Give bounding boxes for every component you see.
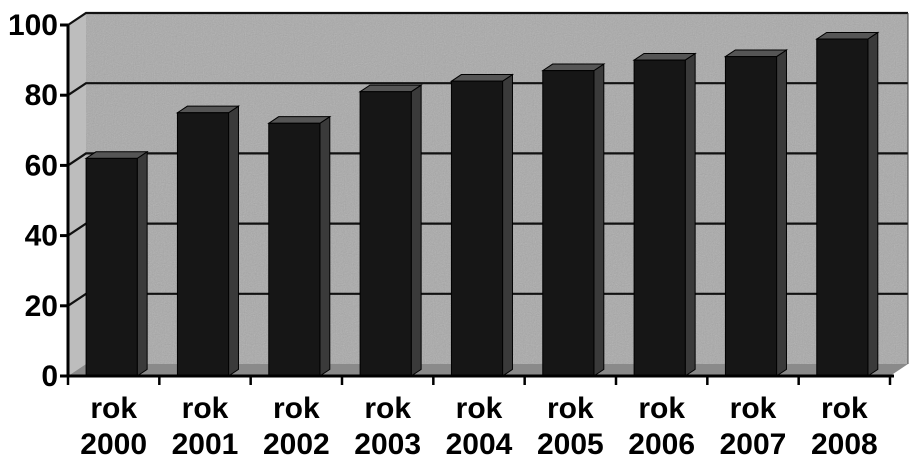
x-tick-label-prefix: rok [90, 392, 137, 425]
x-tick-label-year: 2007 [720, 428, 787, 460]
bar-side [593, 63, 605, 377]
x-tick-label-year: 2006 [628, 428, 695, 460]
bar-rok-2002 [267, 115, 332, 377]
x-axis-ticks: rok2000rok2001rok2002rok2003rok2004rok20… [80, 392, 877, 460]
y-axis-ticks: 0 20 40 60 80 100 [8, 9, 68, 393]
y-tick-label-20: 20 [25, 290, 58, 323]
bar-side [228, 105, 239, 377]
bar-rok-2005 [541, 63, 606, 377]
y-tick-label-100: 100 [8, 9, 58, 42]
x-tick-label-year: 2008 [811, 428, 878, 460]
bar-top [84, 151, 149, 159]
bar-top [632, 53, 697, 61]
gridline-100 [67, 11, 908, 26]
plot-side-wall [68, 13, 86, 376]
x-tick-label-year: 2002 [263, 428, 330, 460]
bar-rok-2007 [723, 49, 789, 377]
bar-top [723, 49, 789, 58]
x-tick-label-year: 2004 [446, 428, 513, 460]
x-tick-label-year: 2001 [172, 428, 239, 460]
y-tick-label-0: 0 [41, 360, 58, 393]
x-tick-label-prefix: rok [821, 392, 868, 425]
y-tick-label-40: 40 [25, 220, 58, 253]
x-tick-label-year: 2003 [354, 428, 421, 460]
bar-side [776, 49, 787, 377]
bar-front [816, 38, 869, 377]
x-tick-label-prefix: rok [638, 392, 685, 425]
bar-side [410, 84, 422, 377]
bar-top [175, 105, 241, 114]
bar-rok-2000 [84, 150, 149, 377]
bar-front [268, 122, 321, 377]
bar-side [319, 115, 331, 377]
bar-rok-2008 [815, 31, 880, 377]
bar-side [867, 31, 879, 377]
bar-rok-2003 [358, 84, 423, 377]
bar-side [684, 52, 696, 377]
bar-top [815, 31, 880, 40]
x-tick-label-year: 2005 [537, 428, 604, 460]
x-tick-label-prefix: rok [364, 392, 411, 425]
bar-front [542, 70, 595, 377]
bar-side [136, 150, 148, 377]
x-tick-label-prefix: rok [730, 392, 777, 425]
x-tick-label-prefix: rok [182, 392, 229, 425]
bar-top [358, 84, 423, 93]
bar-front [450, 80, 504, 377]
bar-top [541, 63, 606, 72]
bar-front [85, 157, 138, 377]
bar-rok-2001 [175, 105, 241, 377]
bar-side [502, 73, 513, 377]
x-tick-label-prefix: rok [547, 392, 594, 425]
y-tick-label-80: 80 [25, 79, 58, 112]
bar-front [359, 91, 412, 377]
x-tick-label-prefix: rok [273, 392, 320, 425]
x-tick-label-prefix: rok [456, 392, 503, 425]
bar-front [176, 112, 230, 377]
y-tick-label-60: 60 [25, 149, 58, 182]
bar-rok-2004 [449, 73, 515, 377]
x-tick-label-year: 2000 [80, 428, 147, 460]
bar-top [449, 74, 515, 82]
bar-top [267, 116, 332, 124]
bars [84, 31, 880, 377]
bar-rok-2006 [632, 52, 697, 377]
bar-front [633, 59, 686, 377]
bar-front [724, 56, 778, 377]
